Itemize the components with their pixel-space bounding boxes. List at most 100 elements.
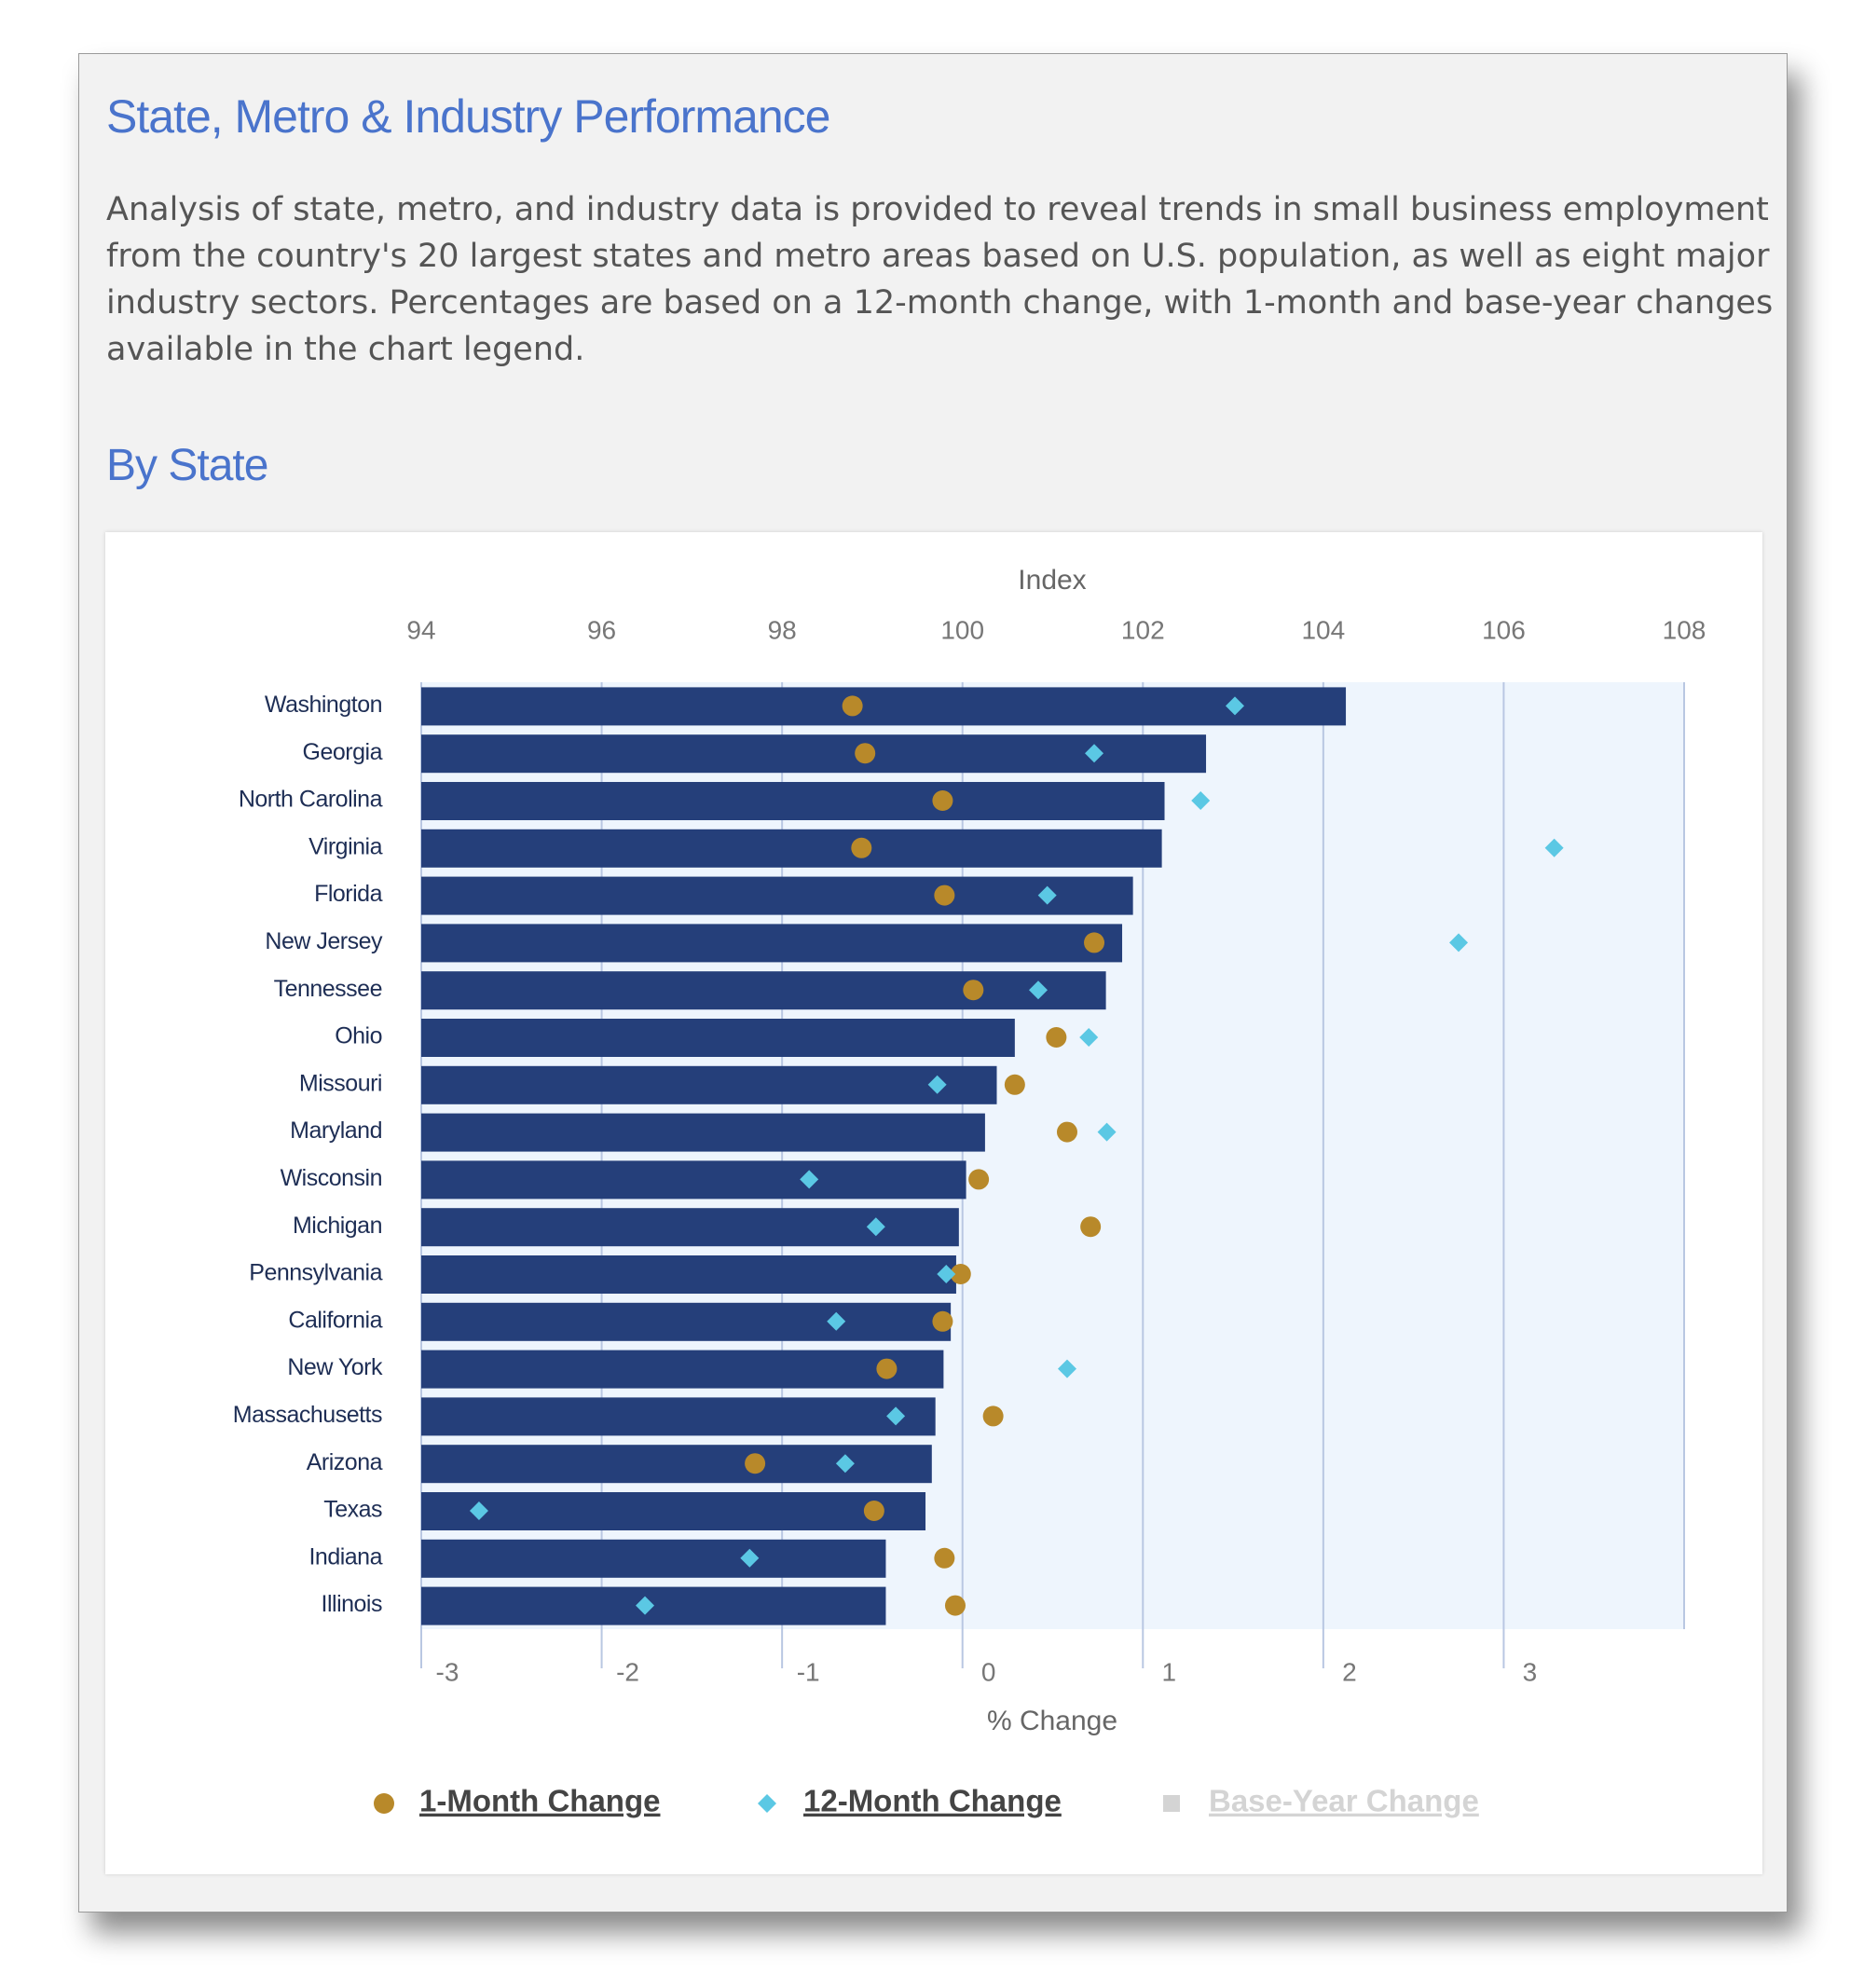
point (866, 1217, 885, 1237)
bar (421, 1065, 997, 1104)
bar (421, 1160, 966, 1200)
point (1085, 744, 1104, 763)
category-label: Missouri (299, 1070, 382, 1096)
x2-tick-label: 104 (1301, 615, 1345, 644)
x-tick-label: -2 (616, 1657, 639, 1686)
bar (421, 1539, 886, 1578)
category-label: Massachusetts (233, 1402, 382, 1428)
point (1084, 932, 1105, 953)
category-label: Michigan (293, 1213, 382, 1239)
x-tick-label: 0 (981, 1657, 996, 1686)
bar (421, 1302, 952, 1341)
x2-axis-label: Index (1018, 565, 1086, 596)
point (800, 1170, 819, 1189)
x-tick-label: -3 (436, 1657, 459, 1686)
x2-tick-label: 108 (1663, 615, 1706, 644)
point (636, 1596, 655, 1615)
category-label: Texas (323, 1497, 382, 1523)
point (740, 1548, 760, 1568)
point (1056, 1121, 1077, 1143)
point (1097, 1122, 1117, 1142)
bar (421, 876, 1133, 915)
category-label: Indiana (308, 1543, 382, 1570)
point (982, 1405, 1004, 1427)
legend-marker (758, 1794, 776, 1813)
legend-label[interactable]: Base-Year Change (1209, 1784, 1479, 1818)
point (863, 1501, 884, 1521)
bar (421, 687, 1347, 726)
point (1046, 1027, 1067, 1048)
point (876, 1358, 898, 1379)
bar (421, 782, 1165, 820)
legend-marker (1163, 1795, 1180, 1812)
x-tick-label: 3 (1523, 1657, 1538, 1686)
category-label: New York (287, 1354, 383, 1380)
legend-marker (374, 1793, 394, 1814)
plot-background (421, 682, 1684, 1629)
category-label: Tennessee (274, 976, 382, 1002)
category-label: Arizona (307, 1449, 383, 1475)
category-label: Virginia (308, 833, 383, 859)
point (827, 1311, 846, 1331)
category-label: Washington (265, 692, 382, 718)
x-tick-label: 2 (1342, 1657, 1357, 1686)
bar (421, 734, 1207, 774)
category-label: Illinois (322, 1591, 382, 1617)
x-axis-label: % Change (987, 1706, 1117, 1736)
point (934, 884, 955, 906)
category-label: Maryland (290, 1117, 382, 1144)
point (1080, 1216, 1102, 1238)
category-label: Florida (314, 881, 383, 907)
description: Analysis of state, metro, and industry d… (106, 191, 1774, 368)
category-label: California (288, 1307, 382, 1333)
bar (421, 924, 1123, 963)
point (842, 695, 863, 717)
point (851, 837, 872, 858)
x2-tick-label: 96 (587, 615, 616, 644)
point (927, 1075, 947, 1094)
point (932, 1310, 953, 1332)
point (937, 1265, 956, 1283)
point (1079, 1028, 1099, 1047)
x2-tick-label: 100 (940, 615, 984, 644)
legend-label[interactable]: 1-Month Change (419, 1784, 660, 1818)
bar (421, 1492, 926, 1530)
point (950, 1264, 971, 1284)
bar (421, 1113, 985, 1152)
bar (421, 1445, 932, 1484)
category-label: New Jersey (265, 928, 383, 954)
point (855, 743, 876, 764)
point (1037, 885, 1057, 905)
bar (421, 1397, 936, 1436)
point (944, 1595, 966, 1616)
category-label: Wisconsin (281, 1165, 382, 1191)
category-label: Pennsylvania (249, 1260, 382, 1286)
category-label: Georgia (303, 739, 383, 765)
point (1004, 1074, 1025, 1095)
bar (421, 829, 1162, 868)
section-title: By State (106, 441, 268, 490)
point (1449, 933, 1469, 953)
point (1544, 838, 1564, 857)
legend-label[interactable]: 12-Month Change (803, 1784, 1062, 1818)
category-label: Ohio (335, 1023, 382, 1049)
x-tick-label: 1 (1161, 1657, 1176, 1686)
point (968, 1169, 990, 1190)
point (1226, 696, 1245, 716)
point (1191, 791, 1211, 810)
title: State, Metro & Industry Performance (106, 90, 830, 143)
x2-tick-label: 102 (1121, 615, 1165, 644)
bar (421, 1255, 956, 1294)
x2-tick-label: 98 (768, 615, 797, 644)
x-tick-label: -1 (797, 1657, 820, 1686)
point (1057, 1359, 1076, 1378)
bar (421, 1019, 1015, 1057)
x2-tick-label: 106 (1482, 615, 1526, 644)
point (963, 980, 984, 1001)
point (469, 1501, 488, 1520)
point (1029, 980, 1048, 1000)
category-label: North Carolina (239, 787, 383, 813)
point (886, 1406, 906, 1426)
